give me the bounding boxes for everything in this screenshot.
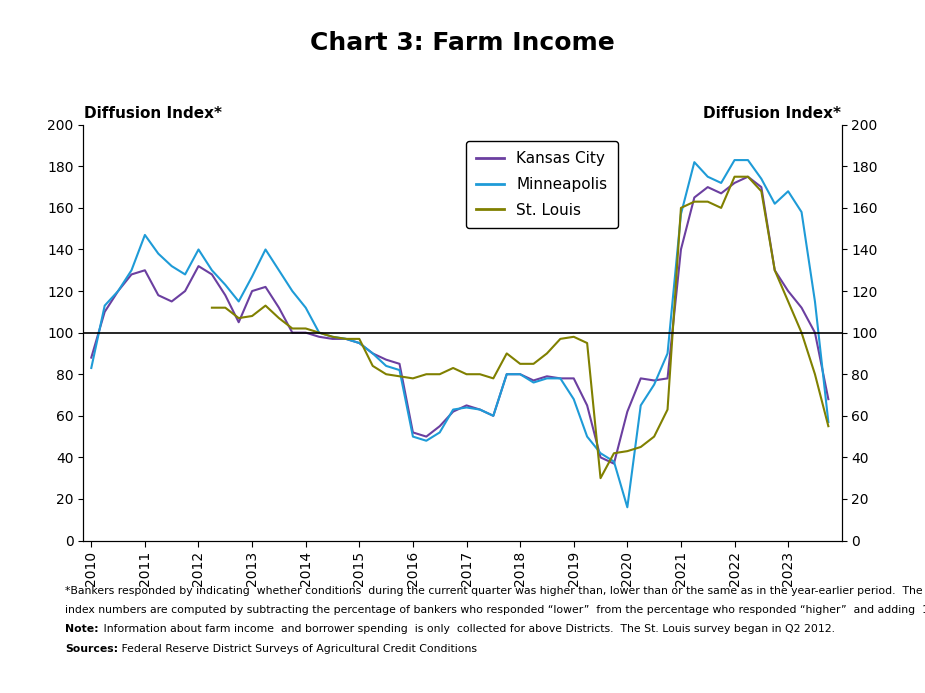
St. Louis (448, 364, 459, 372)
Minneapolis (568, 395, 579, 403)
St. Louis (635, 443, 647, 451)
Minneapolis (662, 349, 673, 358)
St. Louis (796, 328, 808, 337)
Minneapolis (501, 370, 512, 378)
St. Louis (783, 297, 794, 306)
St. Louis (274, 314, 285, 322)
Kansas City (823, 395, 834, 403)
St. Louis (595, 474, 606, 482)
St. Louis (568, 333, 579, 341)
St. Louis (743, 173, 754, 181)
Minneapolis (823, 418, 834, 426)
St. Louis (770, 266, 781, 274)
Text: Sources:: Sources: (65, 644, 117, 653)
Line: Minneapolis: Minneapolis (92, 160, 829, 507)
St. Louis (729, 173, 740, 181)
Minneapolis (622, 503, 633, 511)
St. Louis (487, 374, 499, 383)
Minneapolis (86, 364, 97, 372)
St. Louis (300, 324, 311, 333)
St. Louis (609, 449, 620, 457)
St. Louis (541, 349, 552, 358)
Minneapolis (99, 301, 110, 310)
St. Louis (314, 328, 325, 337)
Text: Federal Reserve District Surveys of Agricultural Credit Conditions: Federal Reserve District Surveys of Agri… (118, 644, 477, 653)
Kansas City (353, 339, 364, 347)
Text: Note:: Note: (65, 624, 98, 634)
Kansas City (662, 374, 673, 383)
St. Louis (582, 339, 593, 347)
Minneapolis (353, 339, 364, 347)
Kansas City (609, 459, 620, 468)
St. Louis (528, 360, 539, 368)
Text: *Bankers responded by indicating  whether conditions  during the current quarter: *Bankers responded by indicating whether… (65, 586, 922, 595)
St. Louis (809, 370, 820, 378)
St. Louis (675, 204, 686, 212)
St. Louis (247, 312, 258, 320)
St. Louis (434, 370, 445, 378)
Legend: Kansas City, Minneapolis, St. Louis: Kansas City, Minneapolis, St. Louis (465, 141, 618, 229)
St. Louis (461, 370, 472, 378)
Text: Information about farm income  and borrower spending  is only  collected for abo: Information about farm income and borrow… (100, 624, 835, 634)
Kansas City (501, 370, 512, 378)
Kansas City (541, 372, 552, 380)
St. Louis (220, 304, 231, 312)
Minneapolis (541, 374, 552, 383)
St. Louis (233, 314, 244, 322)
St. Louis (421, 370, 432, 378)
St. Louis (353, 335, 364, 343)
St. Louis (702, 198, 713, 206)
Kansas City (99, 308, 110, 316)
Text: index numbers are computed by subtracting the percentage of bankers who responde: index numbers are computed by subtractin… (65, 605, 925, 615)
Kansas City (86, 353, 97, 362)
Minneapolis (729, 156, 740, 164)
St. Louis (287, 324, 298, 333)
St. Louis (756, 187, 767, 195)
St. Louis (367, 362, 378, 370)
St. Louis (327, 333, 338, 341)
Text: Diffusion Index*: Diffusion Index* (84, 105, 222, 121)
St. Louis (407, 374, 418, 383)
St. Louis (340, 335, 352, 343)
St. Louis (716, 204, 727, 212)
St. Louis (662, 405, 673, 414)
Text: Chart 3: Farm Income: Chart 3: Farm Income (310, 31, 615, 55)
St. Louis (206, 304, 217, 312)
St. Louis (380, 370, 391, 378)
St. Louis (622, 447, 633, 455)
St. Louis (555, 335, 566, 343)
Text: Diffusion Index*: Diffusion Index* (703, 105, 841, 121)
St. Louis (514, 360, 525, 368)
Kansas City (743, 173, 754, 181)
St. Louis (689, 198, 700, 206)
Line: Kansas City: Kansas City (92, 177, 829, 464)
St. Louis (648, 432, 660, 441)
Line: St. Louis: St. Louis (212, 177, 829, 478)
St. Louis (260, 301, 271, 310)
St. Louis (823, 422, 834, 430)
St. Louis (501, 349, 512, 358)
St. Louis (394, 372, 405, 380)
Kansas City (568, 374, 579, 383)
St. Louis (475, 370, 486, 378)
